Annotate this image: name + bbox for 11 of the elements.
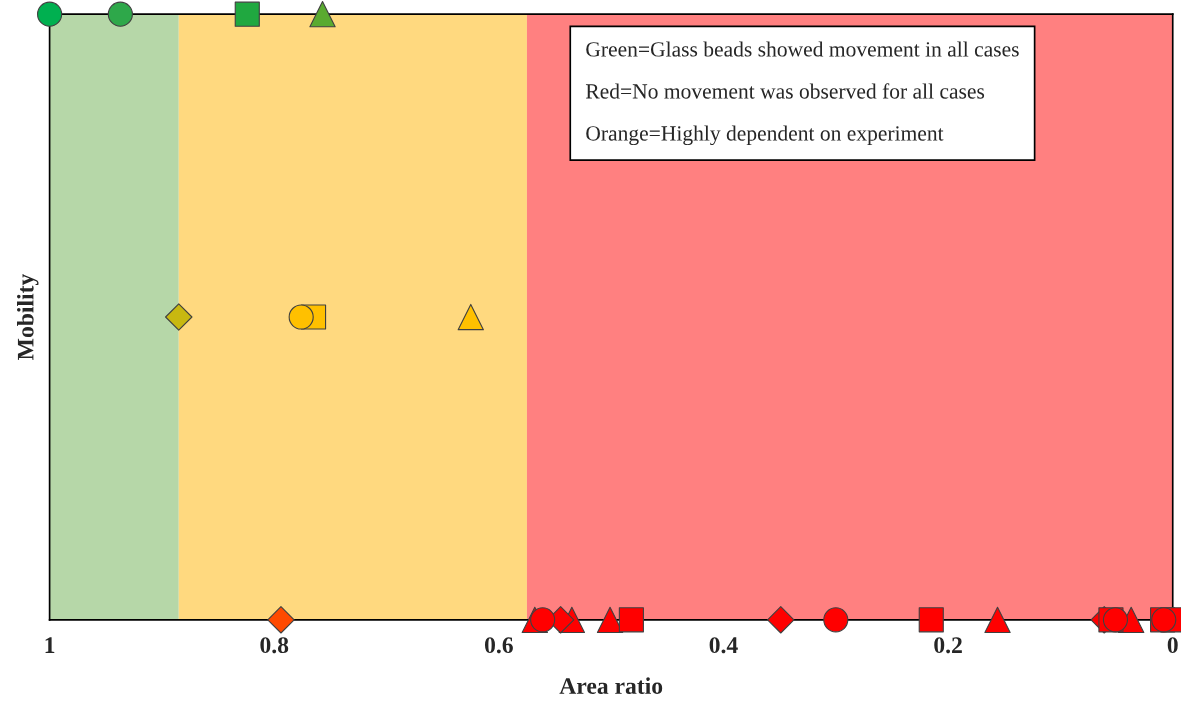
x-tick-label: 0.2 [934, 637, 962, 654]
x-tick-label: 0.8 [260, 637, 289, 654]
x-axis-title: Area ratio [559, 677, 663, 694]
annotation: Red=No movement was observed for all cases [585, 83, 985, 99]
x-tick-label: 0.6 [485, 637, 513, 654]
x-tick-label: 0.4 [709, 637, 738, 654]
annotation: Green=Glass beads showed movement in all cases [586, 41, 1019, 57]
annotation: Orange=Highly dependent on experiment [586, 125, 944, 146]
y-axis-title: Mobility [17, 273, 39, 360]
x-tick-label: 1 [45, 637, 55, 653]
x-tick-label: 0 [1167, 637, 1178, 654]
